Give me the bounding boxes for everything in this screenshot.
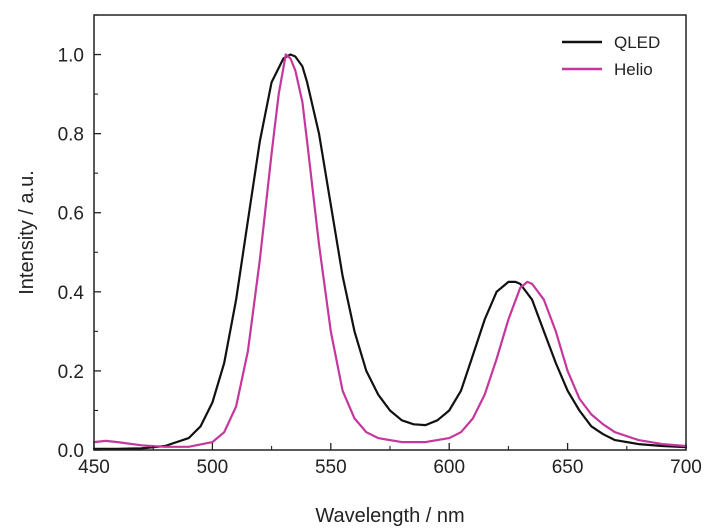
- series-line-helio: [92, 53, 688, 448]
- plot-area: [92, 53, 688, 450]
- x-tick-label: 600: [433, 457, 465, 478]
- x-tick-label: 650: [552, 457, 584, 478]
- y-tick-label: 0.2: [58, 362, 84, 383]
- y-tick-label: 1.0: [58, 46, 84, 67]
- y-tick-label: 0.0: [58, 441, 84, 462]
- legend-label-helio: Helio: [614, 60, 653, 79]
- legend: QLED Helio: [562, 33, 660, 79]
- x-tick-label: 700: [670, 457, 702, 478]
- plot-frame: [93, 14, 687, 451]
- axis-ticks: 450 500 550 600 650 700 0.0 0.2 0.4 0.6 0.8 1.0: [58, 14, 702, 478]
- x-axis-title: Wavelength / nm: [315, 505, 464, 527]
- x-tick-label: 550: [315, 457, 347, 478]
- x-tick-label: 500: [197, 457, 229, 478]
- y-tick-label: 0.6: [58, 204, 84, 225]
- y-tick-label: 0.4: [58, 283, 85, 304]
- series-line-qled: [92, 53, 688, 450]
- y-tick-label: 0.8: [58, 125, 84, 146]
- legend-label-qled: QLED: [614, 33, 660, 52]
- y-axis-title: Intensity / a.u.: [16, 170, 38, 295]
- x-tick-label: 450: [78, 457, 110, 478]
